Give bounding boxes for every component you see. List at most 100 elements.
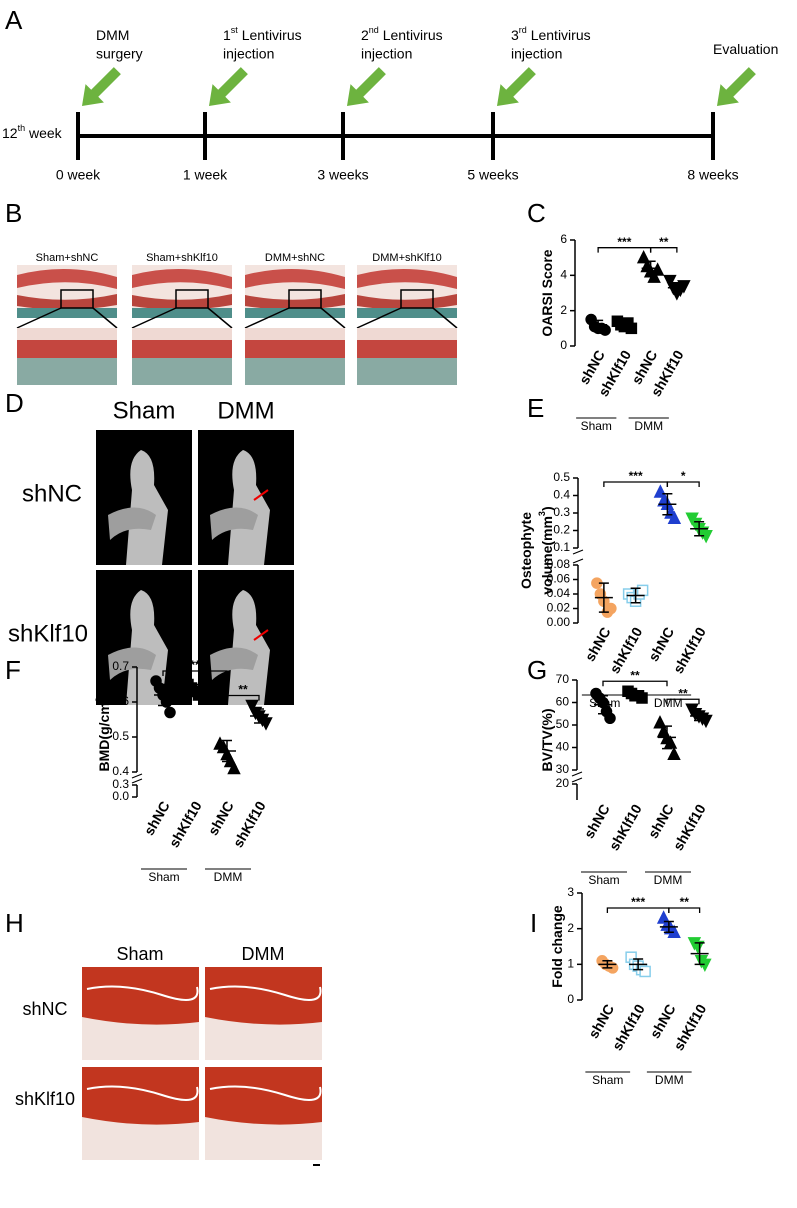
y-tick-label: 0.06 [547,572,571,586]
cartilage [132,268,232,289]
zoom-box [60,289,94,309]
error-bar [158,683,168,707]
x-tick-label: shNC [645,801,677,841]
crack [86,1085,199,1101]
group-label: Sham [581,419,612,433]
point [667,746,681,760]
error-bar [662,493,673,516]
arrow [497,67,536,106]
y-tick-label: 30 [556,762,570,776]
timeline-time: 0 week [56,167,101,183]
crack [209,985,322,1001]
sig-label: * [681,469,686,483]
y-tick-label: 0.3 [553,505,570,519]
cartilage [17,268,117,289]
y-axis-label: Fold change [549,905,565,988]
arrow [347,67,386,106]
error-bar [619,320,630,330]
bone-render [228,450,270,565]
y-tick-label: 60 [556,695,570,709]
y-axis-label-text: OARSI Score [539,249,555,336]
error-bar [222,739,232,763]
y-tick-label: 0.00 [547,615,571,629]
error-bar [593,319,604,330]
y-axis-label-text: BV/TV(%) [539,709,555,772]
timeline-start-sup: th [18,123,26,133]
bone [357,308,457,318]
point [196,685,208,698]
y-tick-label: 20 [556,776,570,790]
event-label-text: 3 [511,27,519,43]
point [227,760,241,775]
histology-label: Sham+shKlf10 [146,252,218,264]
panel-label: C [527,198,546,228]
error-bar [630,690,640,699]
group-label: Sham [592,1073,623,1087]
point [650,262,665,276]
event-label-text: DMM [96,27,129,43]
zoom-line [207,307,233,329]
event-label-text: Evaluation [713,41,778,57]
zoom-line [131,307,177,329]
axis-break [131,773,143,784]
error-bar [598,582,609,613]
error-bar [190,683,200,696]
cartilage [357,294,457,310]
zoom-line [92,307,118,329]
cartilage [132,294,232,310]
group-label: DMM [655,1073,684,1087]
crack [86,985,199,1001]
x-tick-label: shNC [141,798,173,838]
bone-render [228,590,270,705]
y-axis-label: Osteophyte [518,512,534,589]
histology-label: DMM+shKlf10 [372,252,441,264]
y-axis-label-text: BMD(g/cm [96,702,112,771]
error-bar [694,710,704,722]
zoom-cartilage [245,340,345,358]
y-tick-label: 0 [567,992,574,1006]
zoom-line [244,307,290,329]
bone-render [108,507,156,540]
event-label: 2nd Lentivirus [361,25,443,42]
y-axis-label-text: Fold change [549,905,565,988]
sig-bracket [666,698,700,705]
stain [82,1067,199,1125]
bone-render [210,647,258,680]
sig-bracket [649,247,678,253]
microct-row: shNC [22,480,82,507]
y-tick-label: 0.04 [547,586,571,600]
point [604,712,616,724]
y-axis-label-tail: ) [96,693,112,698]
sig-label: *** [629,469,643,483]
x-tick-label: shNC [582,624,614,664]
bone-render [108,647,156,680]
sig-bracket [668,907,701,913]
zoom-box [400,289,434,309]
microct-column: DMM [217,397,274,424]
y-tick-label: 2 [560,303,567,317]
timeline-start-text: 12 [2,125,18,141]
group-label: DMM [654,873,683,887]
point [647,269,661,283]
error-bar [663,920,674,933]
y-tick-label: 0.0 [112,789,129,803]
panel-label: F [5,655,21,685]
y-axis-label-sup: 3 [94,697,104,702]
cartilage [357,268,457,289]
staining-column: Sham [116,944,163,964]
y-tick-label: 0.3 [112,777,129,791]
error-bar [633,958,644,971]
event-label-sup: rd [519,25,527,35]
point [599,324,611,336]
stain [205,967,322,1025]
zoom-bone [245,358,345,385]
event-label: 1st Lentivirus [223,25,302,42]
event-label-line2: injection [223,46,274,62]
y-axis-label-tail: ) [539,506,555,511]
y-tick-label: 0.7 [112,659,129,673]
panel-label: D [5,388,24,418]
staining-row: shKlf10 [15,1089,75,1109]
bone [17,308,117,318]
sig-label: ** [238,683,248,697]
y-tick-label: 0.5 [553,470,570,484]
